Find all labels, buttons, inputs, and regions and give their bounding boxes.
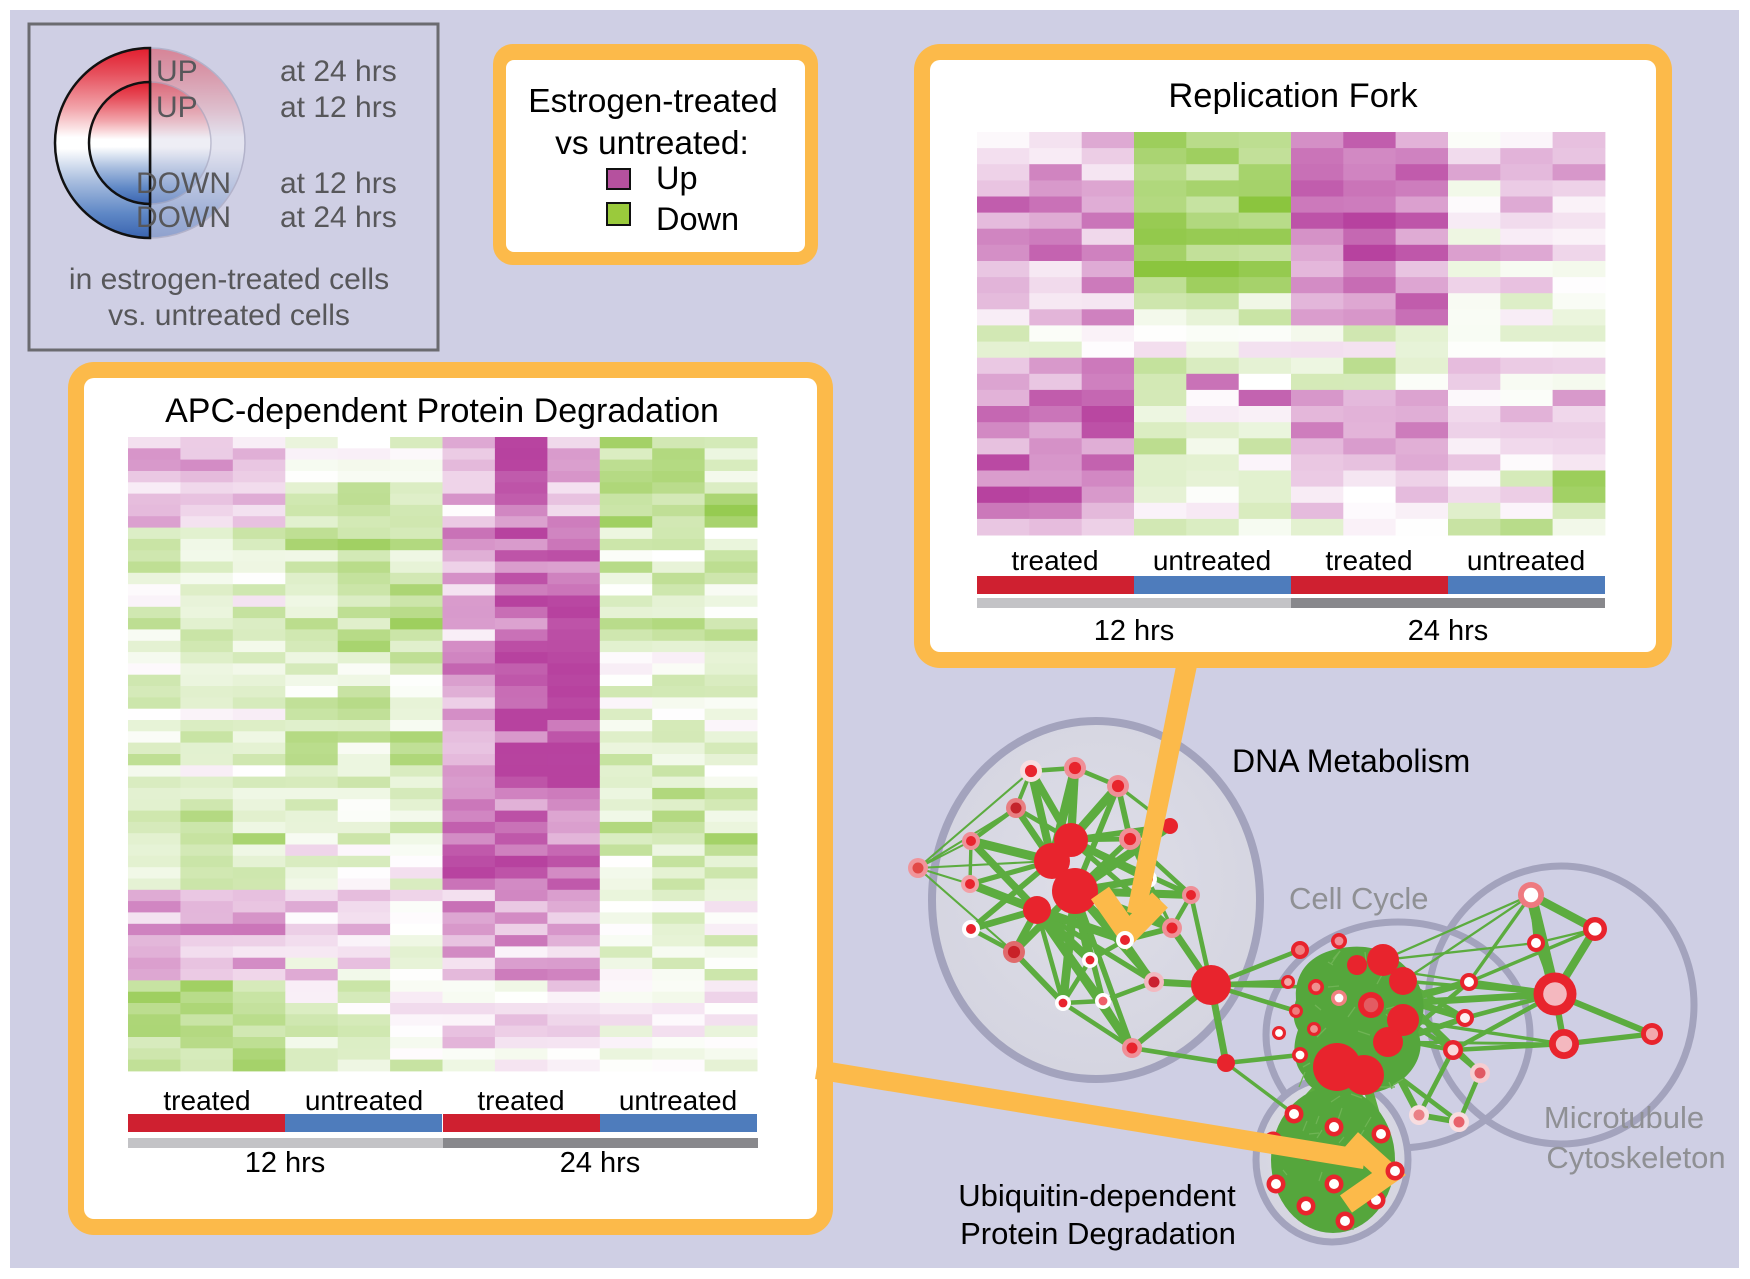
svg-text:treated: treated bbox=[1325, 545, 1412, 576]
svg-text:UP: UP bbox=[156, 91, 198, 124]
svg-text:24 hrs: 24 hrs bbox=[560, 1147, 641, 1179]
svg-text:untreated: untreated bbox=[1467, 545, 1585, 576]
svg-text:at 24 hrs: at 24 hrs bbox=[280, 55, 397, 88]
svg-text:Microtubule: Microtubule bbox=[1544, 1100, 1704, 1135]
svg-text:vs. untreated cells: vs. untreated cells bbox=[108, 299, 350, 332]
svg-text:at 24 hrs: at 24 hrs bbox=[280, 201, 397, 234]
svg-text:untreated: untreated bbox=[619, 1085, 737, 1116]
svg-text:vs untreated:: vs untreated: bbox=[555, 125, 749, 162]
svg-text:DOWN: DOWN bbox=[136, 167, 231, 200]
svg-text:at 12 hrs: at 12 hrs bbox=[280, 91, 397, 124]
svg-text:treated: treated bbox=[1011, 545, 1098, 576]
svg-text:Up: Up bbox=[656, 160, 698, 196]
svg-text:12 hrs: 12 hrs bbox=[245, 1147, 326, 1179]
svg-text:APC-dependent Protein Degradat: APC-dependent Protein Degradation bbox=[165, 392, 719, 430]
svg-text:in estrogen-treated cells: in estrogen-treated cells bbox=[69, 263, 389, 296]
svg-text:Replication Fork: Replication Fork bbox=[1168, 77, 1418, 115]
svg-text:treated: treated bbox=[477, 1085, 564, 1116]
svg-text:UP: UP bbox=[156, 55, 198, 88]
svg-text:Cytoskeleton: Cytoskeleton bbox=[1546, 1140, 1725, 1175]
svg-text:Estrogen-treated: Estrogen-treated bbox=[528, 83, 778, 120]
svg-text:treated: treated bbox=[163, 1085, 250, 1116]
svg-text:untreated: untreated bbox=[305, 1085, 423, 1116]
svg-text:DNA Metabolism: DNA Metabolism bbox=[1232, 743, 1470, 779]
svg-text:Ubiquitin-dependent: Ubiquitin-dependent bbox=[958, 1178, 1236, 1213]
svg-text:12 hrs: 12 hrs bbox=[1094, 615, 1175, 647]
svg-text:Cell Cycle: Cell Cycle bbox=[1289, 881, 1429, 916]
svg-text:DOWN: DOWN bbox=[136, 201, 231, 234]
svg-text:24 hrs: 24 hrs bbox=[1408, 615, 1489, 647]
svg-text:Down: Down bbox=[656, 201, 739, 237]
svg-text:untreated: untreated bbox=[1153, 545, 1271, 576]
svg-text:Protein Degradation: Protein Degradation bbox=[960, 1216, 1236, 1251]
svg-text:at 12 hrs: at 12 hrs bbox=[280, 167, 397, 200]
